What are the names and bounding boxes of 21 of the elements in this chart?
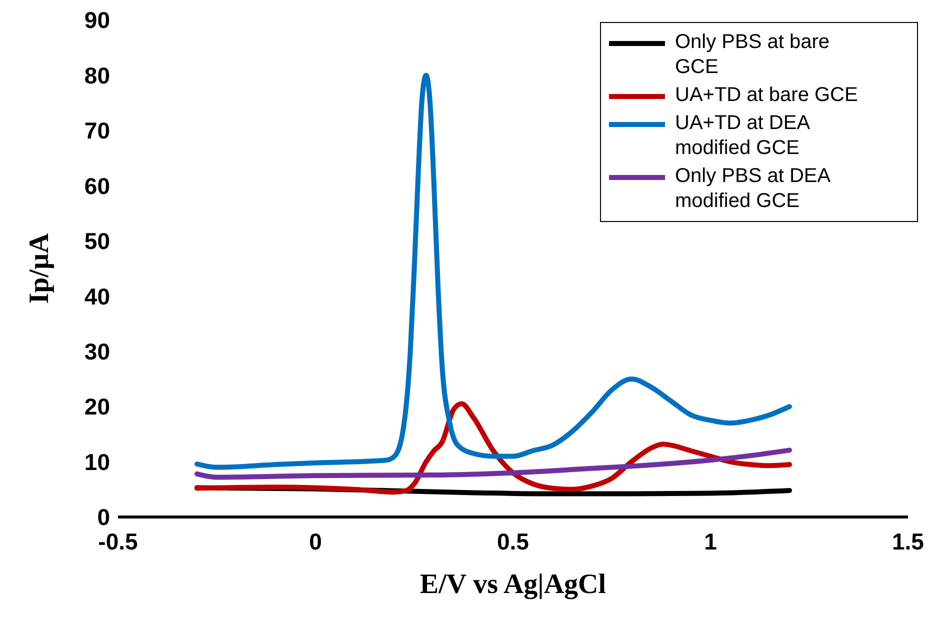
legend-label: UA+TD at DEA modified GCE (675, 111, 810, 161)
y-tick-label: 40 (84, 283, 110, 310)
x-tick-label: 1 (704, 528, 718, 554)
y-tick-label: 10 (84, 448, 110, 475)
x-tick-label: 1.5 (892, 528, 924, 554)
x-tick-label: 0.5 (497, 528, 530, 554)
y-tick-label: 60 (84, 172, 110, 199)
y-tick-label: 50 (84, 228, 110, 254)
y-tick-label: 80 (84, 62, 110, 88)
x-tick-label: 0 (309, 528, 322, 554)
y-tick-label: 0 (97, 504, 110, 530)
legend-label: Only PBS at DEA modified GCE (675, 164, 832, 214)
y-tick-label: 20 (84, 394, 110, 420)
x-tick-label: -0.5 (98, 528, 138, 554)
x-axis-title: E/V vs Ag|AgCl (420, 569, 606, 600)
y-tick-label: 70 (84, 118, 110, 144)
legend-label: UA+TD at bare GCE (675, 83, 859, 108)
y-tick-label: 30 (84, 338, 110, 364)
legend-label: Only PBS at bare GCE (675, 30, 831, 80)
y-axis-title: Ip/µA (24, 232, 55, 304)
y-tick-label: 90 (84, 7, 110, 34)
